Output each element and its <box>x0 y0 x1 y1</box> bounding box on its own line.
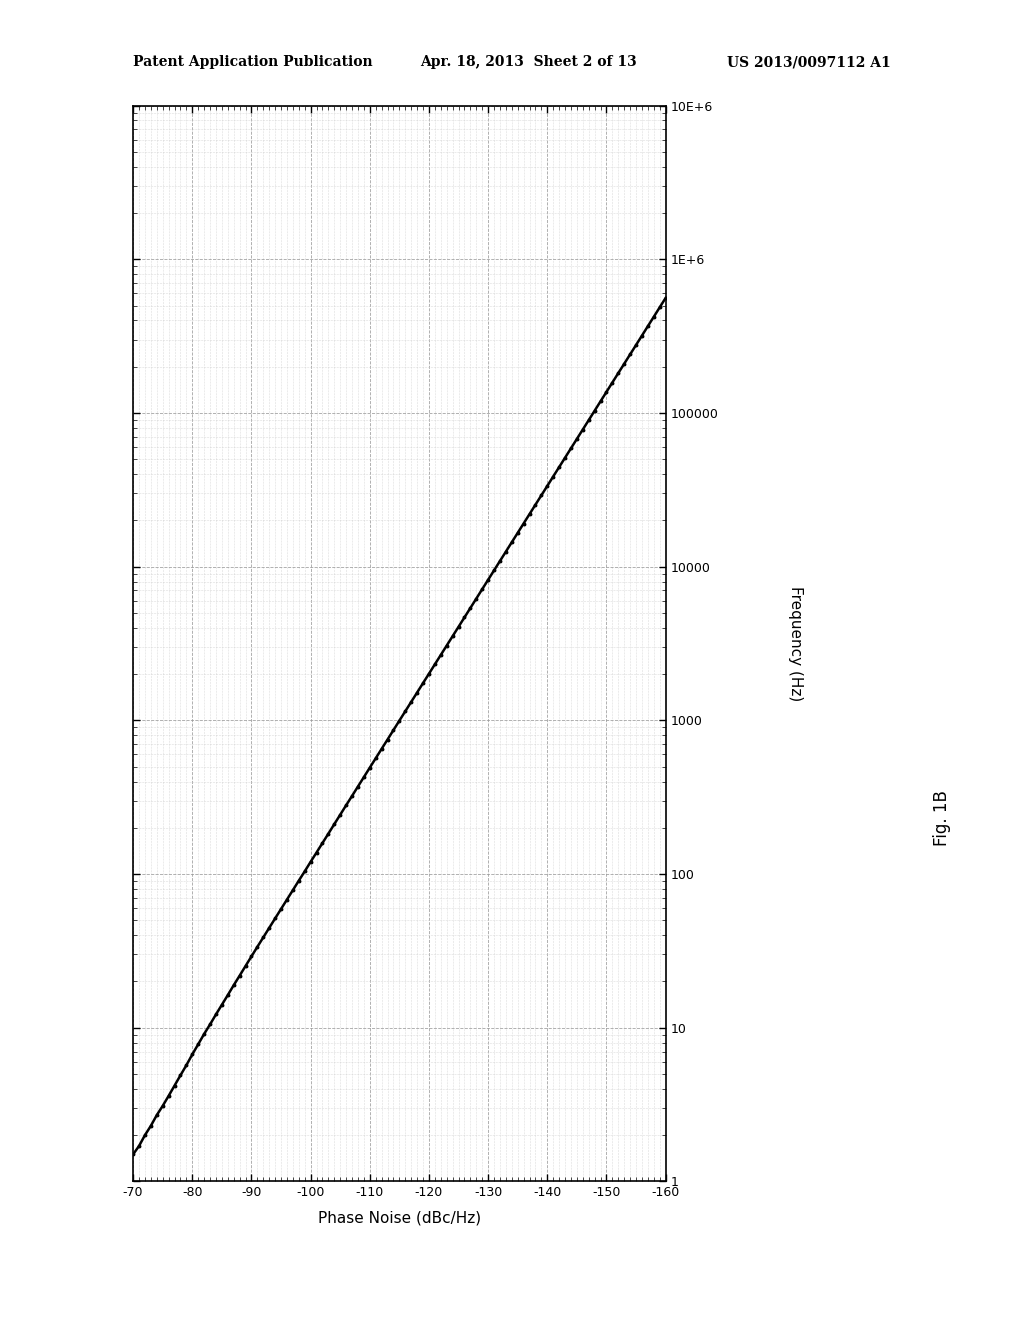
Text: Apr. 18, 2013  Sheet 2 of 13: Apr. 18, 2013 Sheet 2 of 13 <box>420 55 637 70</box>
Text: Fig. 1B: Fig. 1B <box>933 791 951 846</box>
Text: Patent Application Publication: Patent Application Publication <box>133 55 373 70</box>
Y-axis label: Frequency (Hz): Frequency (Hz) <box>787 586 803 701</box>
X-axis label: Phase Noise (dBc/Hz): Phase Noise (dBc/Hz) <box>317 1210 481 1225</box>
Text: US 2013/0097112 A1: US 2013/0097112 A1 <box>727 55 891 70</box>
